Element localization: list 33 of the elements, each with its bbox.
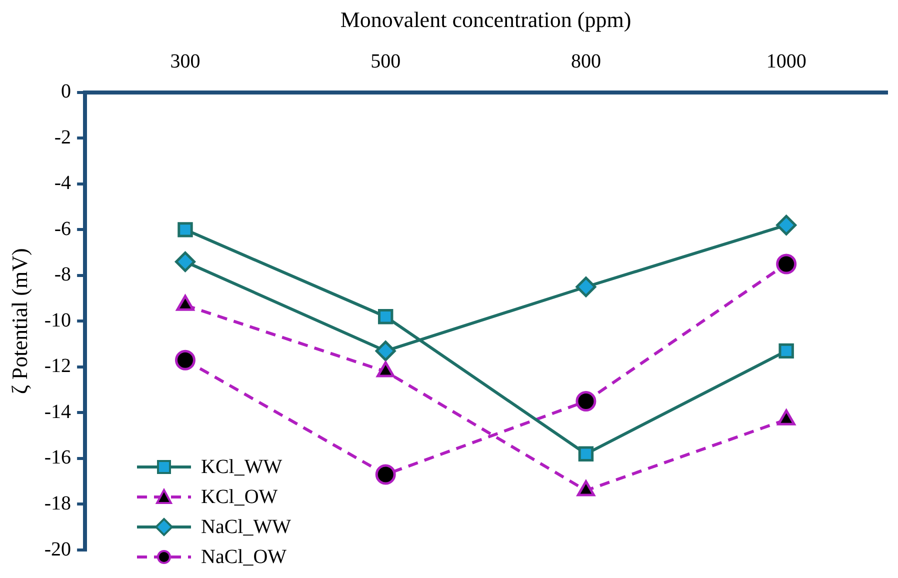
point <box>174 350 196 370</box>
x-tick-label: 300 <box>170 50 200 73</box>
x-tick-label: 500 <box>370 50 401 73</box>
point <box>178 222 193 238</box>
y-tick-label: -2 <box>54 126 72 148</box>
legend-label: KCl_WW <box>201 456 282 478</box>
legend-label: KCl_OW <box>201 486 278 508</box>
point <box>578 446 594 462</box>
x-tick-label: 1000 <box>766 50 806 73</box>
y-tick-label: -16 <box>44 446 72 469</box>
point <box>776 214 797 236</box>
legend-label: NaCl_OW <box>201 546 287 568</box>
point <box>378 309 394 324</box>
point <box>576 276 596 298</box>
y-tick-label: -8 <box>54 264 72 286</box>
legend-label: NaCl_WW <box>201 516 291 538</box>
y-tick-label: -14 <box>44 400 72 423</box>
point <box>375 340 396 362</box>
y-tick-label: -20 <box>44 538 72 560</box>
y-tick-label: -4 <box>54 172 72 194</box>
y-tick-label: -10 <box>44 309 72 332</box>
x-axis-title: Monovalent concentration (ppm) <box>340 6 632 32</box>
point <box>776 254 797 274</box>
y-tick-label: -18 <box>44 492 72 514</box>
point <box>576 391 596 412</box>
y-tick-label: 0 <box>61 80 72 103</box>
y-axis-title: ζ Potential (mV) <box>6 248 32 394</box>
y-tick-label: -12 <box>44 355 72 378</box>
y-tick-label: -6 <box>54 218 72 240</box>
point <box>174 251 196 272</box>
x-tick-label: 800 <box>570 50 601 73</box>
point <box>375 464 396 485</box>
point <box>778 343 794 359</box>
